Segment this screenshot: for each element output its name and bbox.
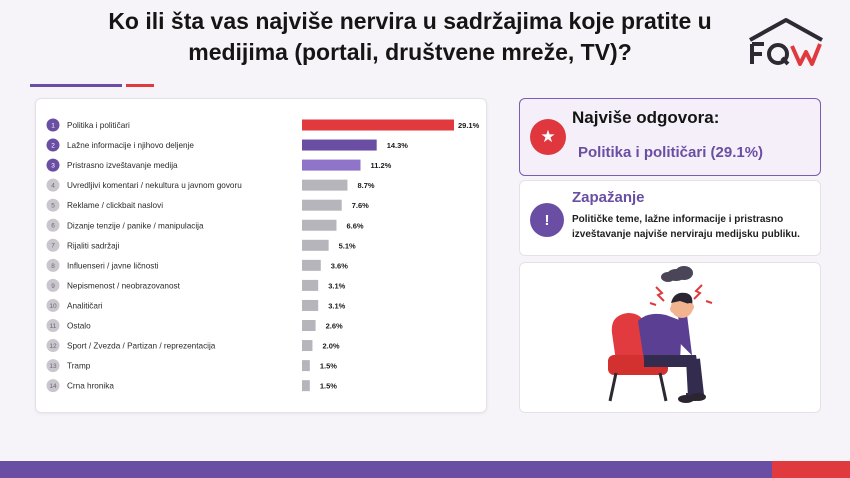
rank-label: 12 — [49, 343, 57, 350]
value-label: 8.7% — [357, 181, 374, 190]
bar — [302, 299, 319, 311]
value-label: 3.1% — [328, 301, 345, 310]
value-label: 2.6% — [326, 322, 343, 331]
footer-bar-purple — [0, 461, 772, 478]
page-title: Ko ili šta vas najviše nervira u sadržaj… — [108, 8, 712, 65]
value-label: 2.0% — [322, 342, 339, 351]
rank-badge — [46, 278, 60, 292]
bar — [302, 360, 310, 372]
bar — [302, 380, 310, 392]
rank-badge — [46, 218, 60, 232]
rank-label: 6 — [51, 223, 55, 230]
title-underline-red — [126, 84, 154, 87]
title-underline-purple — [30, 84, 122, 87]
stressed-person-illustration — [608, 266, 713, 403]
rank-label: 5 — [51, 203, 55, 210]
rank-badge — [46, 359, 60, 373]
value-label: 11.2% — [371, 161, 392, 170]
value-label: 5.1% — [339, 241, 356, 250]
value-label: 14.3% — [387, 141, 409, 150]
category-label: Sport / Zvezda / Partizan / reprezentaci… — [67, 342, 216, 351]
rank-label: 14 — [49, 383, 57, 390]
category-label: Nepismenost / neobrazovanost — [67, 281, 181, 290]
rank-label: 3 — [51, 163, 55, 170]
exclamation-icon: ! — [530, 203, 564, 237]
rank-label: 11 — [50, 323, 57, 330]
bar — [302, 239, 329, 251]
rank-badge — [46, 258, 60, 272]
star-icon: ★ — [530, 119, 566, 155]
category-label: Reklame / clickbait naslovi — [67, 201, 163, 210]
top-answer-card: ★ Najviše odgovora: Politika i političar… — [519, 98, 821, 176]
bar — [302, 119, 454, 131]
category-label: Lažne informacije i njihovo deljenje — [67, 141, 194, 150]
category-label: Uvredljivi komentari / nekultura u javno… — [67, 181, 242, 190]
rank-label: 9 — [51, 283, 55, 290]
category-label: Influenseri / javne ličnosti — [67, 261, 159, 270]
rank-label: 4 — [51, 183, 55, 190]
rank-badge — [46, 118, 60, 132]
illustration-card — [519, 262, 821, 413]
bar — [302, 219, 337, 231]
rank-label: 2 — [51, 142, 55, 149]
value-label: 29.1% — [458, 121, 480, 130]
rank-badge — [46, 319, 60, 332]
observation-heading: Zapažanje — [572, 189, 645, 206]
value-label: 3.1% — [328, 281, 345, 290]
bar — [302, 179, 348, 191]
category-label: Pristrasno izveštavanje medija — [67, 161, 178, 170]
category-label: Ostalo — [67, 322, 91, 331]
rank-label: 13 — [49, 363, 57, 370]
top-answer-heading: Najviše odgovora: — [572, 108, 720, 127]
bar — [302, 320, 316, 331]
rank-label: 10 — [49, 303, 57, 310]
rank-badge — [46, 238, 60, 252]
footer-bar-red — [772, 461, 850, 478]
bar — [302, 279, 319, 291]
rank-label: 8 — [51, 263, 55, 270]
category-label: Dizanje tenzije / panike / manipulacija — [67, 221, 204, 230]
value-label: 6.6% — [346, 221, 363, 230]
rank-badge — [46, 198, 60, 212]
rank-badge — [46, 138, 60, 152]
chart-card: 1 Politika i političari 29.1% 2 Lažne inform… — [35, 98, 487, 413]
bar — [302, 139, 377, 151]
bar-chart: 1 Politika i političari 29.1% 2 Lažne inform… — [46, 118, 480, 393]
category-label: Analitičari — [67, 301, 103, 310]
value-label: 7.6% — [352, 201, 369, 210]
category-label: Crna hronika — [67, 382, 114, 391]
rank-badge — [46, 339, 60, 353]
bar — [302, 259, 321, 271]
category-label: Politika i političari — [67, 121, 130, 130]
rank-badge — [46, 178, 60, 192]
rank-badge — [46, 298, 60, 312]
value-label: 3.6% — [331, 261, 348, 270]
category-label: Rijaliti sadržaji — [67, 241, 120, 250]
rank-badge — [46, 379, 60, 393]
value-label: 1.5% — [320, 362, 337, 371]
rank-label: 7 — [51, 243, 55, 250]
bar — [302, 340, 313, 352]
bar — [302, 159, 361, 171]
rank-badge — [46, 158, 60, 172]
house-logo-icon — [749, 18, 823, 66]
category-label: Tramp — [67, 362, 91, 371]
bar — [302, 199, 342, 211]
value-label: 1.5% — [320, 382, 337, 391]
observation-card: ! Zapažanje Političke teme, lažne inform… — [519, 180, 821, 256]
top-answer-value: Politika i političari (29.1%) — [578, 144, 764, 161]
observation-text: Političke teme, lažne informacije i pris… — [572, 214, 800, 240]
rank-label: 1 — [51, 122, 55, 129]
